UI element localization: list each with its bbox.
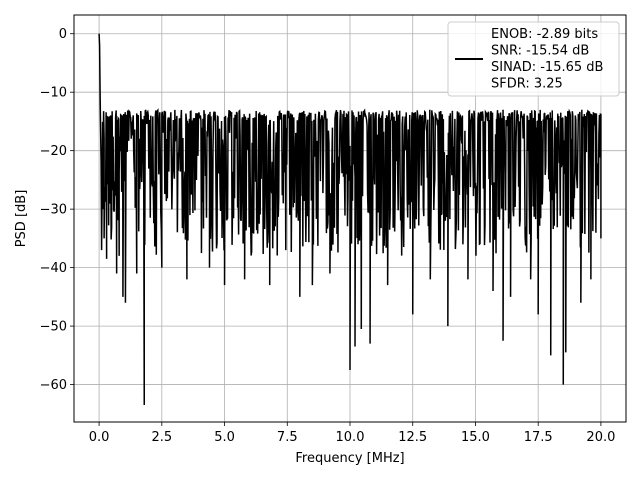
legend-enob: ENOB: -2.89 bits (491, 27, 598, 42)
legend-sfdr: SFDR: 3.25 (491, 77, 563, 92)
y-tick-label: 0 (59, 27, 67, 42)
y-axis-label: PSD [dB] (14, 190, 29, 248)
x-tick-label: 5.0 (214, 430, 235, 445)
legend-sinad: SINAD: -15.65 dB (491, 60, 603, 75)
x-tick-label: 10.0 (336, 430, 365, 445)
legend: ENOB: -2.89 bits SNR: -15.54 dB SINAD: -… (447, 21, 620, 97)
x-tick-label: 7.5 (277, 430, 298, 445)
y-tick-label: −20 (40, 144, 67, 159)
x-tick-label: 2.5 (151, 430, 172, 445)
ticks: 0.0 2.5 5.0 7.5 10.0 12.5 15.0 17.5 20.0 0 −10 −20 −… (40, 27, 616, 445)
y-tick-label: −60 (40, 378, 67, 393)
legend-box (447, 21, 620, 97)
psd-series-line (98, 33, 602, 406)
y-tick-label: −50 (40, 320, 67, 335)
legend-snr: SNR: -15.54 dB (491, 44, 589, 59)
x-tick-label: 20.0 (586, 430, 615, 445)
series-layer (98, 33, 602, 406)
x-tick-label: 17.5 (524, 430, 553, 445)
x-tick-label: 15.0 (461, 430, 490, 445)
x-axis-label: Frequency [MHz] (295, 451, 404, 466)
x-tick-label: 12.5 (398, 430, 427, 445)
y-tick-label: −10 (40, 86, 67, 101)
y-tick-label: −40 (40, 261, 67, 276)
y-tick-label: −30 (40, 203, 67, 218)
x-tick-label: 0.0 (89, 430, 110, 445)
